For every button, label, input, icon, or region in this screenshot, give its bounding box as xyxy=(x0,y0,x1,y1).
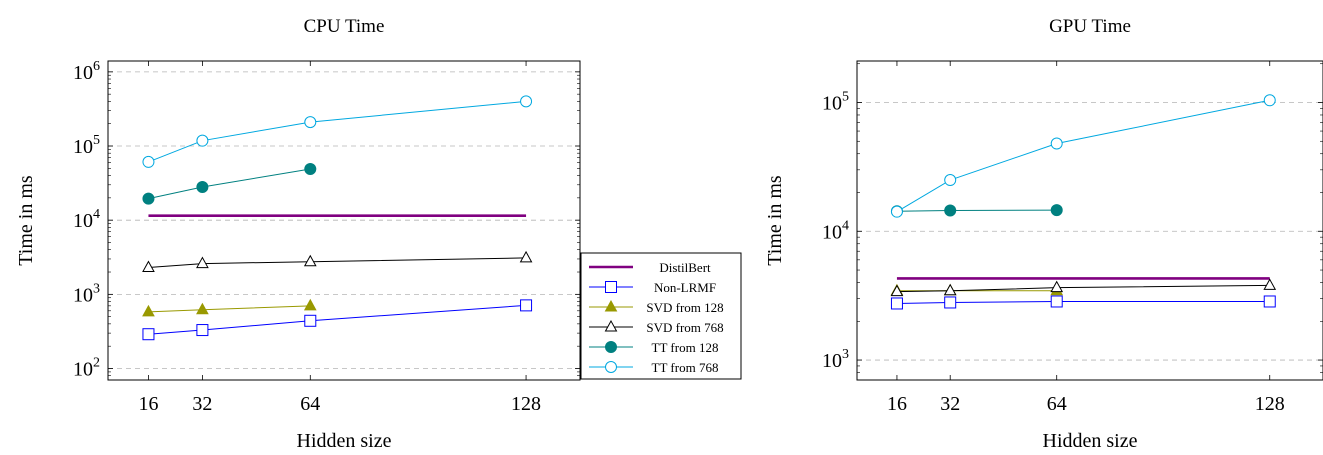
series-svd-from-768 xyxy=(890,278,1277,297)
chart-cpu-time: 102 103 104 105 106 16 32 64 128 CPU Time Hidden s… xyxy=(15,16,742,452)
chart-title: CPU Time xyxy=(304,16,385,37)
legend-label: TT from 128 xyxy=(652,340,719,355)
series-non-lrmf xyxy=(890,295,1276,310)
y-tick-label: 102 xyxy=(73,356,100,381)
legend-entry-svd-from-128: SVD from 128 xyxy=(589,299,724,315)
data-point xyxy=(890,297,903,310)
data-point xyxy=(142,328,155,341)
y-axis-label: Time in ms xyxy=(15,175,37,266)
data-point xyxy=(142,155,155,168)
data-point xyxy=(1263,94,1276,107)
x-tick-label: 128 xyxy=(1255,393,1285,415)
data-point xyxy=(304,314,317,327)
legend-marker xyxy=(605,281,617,293)
data-point xyxy=(196,181,209,194)
series-tt-from-768 xyxy=(890,94,1276,218)
data-point xyxy=(303,254,317,267)
series-line xyxy=(148,100,527,163)
plot-frame xyxy=(856,60,1323,381)
series-tt-from-128 xyxy=(142,162,317,205)
series-line xyxy=(148,304,527,335)
series-tt-from-768 xyxy=(142,95,533,168)
data-point xyxy=(944,204,957,217)
legend-marker xyxy=(604,299,618,312)
legend-label: SVD from 768 xyxy=(646,320,723,335)
data-point xyxy=(196,324,209,337)
data-point xyxy=(1050,295,1063,308)
data-point xyxy=(1050,204,1063,217)
x-axis-label: Hidden size xyxy=(1043,430,1138,452)
legend-entry-distilbert: DistilBert xyxy=(589,260,711,275)
legend-entry-tt-from-768: TT from 768 xyxy=(589,360,718,375)
y-tick-label: 104 xyxy=(73,207,100,232)
series-svd-from-128 xyxy=(142,298,317,317)
y-tick-label: 103 xyxy=(73,281,100,306)
y-tick-label: 105 xyxy=(822,89,849,114)
data-point xyxy=(520,299,533,312)
data-point xyxy=(1050,137,1063,150)
data-point xyxy=(519,250,533,263)
data-point xyxy=(303,298,317,311)
y-tick-label: 103 xyxy=(822,347,849,372)
series-line xyxy=(896,209,1057,212)
legend-entry-non-lrmf: Non-LRMF xyxy=(589,280,716,295)
data-point xyxy=(943,283,957,296)
plot-frame xyxy=(107,60,581,381)
legend-box xyxy=(580,252,742,380)
data-point xyxy=(142,260,155,273)
series-line xyxy=(896,284,1270,293)
legend-label: Non-LRMF xyxy=(654,280,716,295)
data-point xyxy=(196,134,209,147)
x-tick-label: 16 xyxy=(138,393,158,415)
legend-marker xyxy=(605,341,617,353)
series-non-lrmf xyxy=(142,299,533,341)
series-line xyxy=(148,168,311,200)
series-tt-from-128 xyxy=(890,204,1063,218)
x-axis-label: Hidden size xyxy=(297,430,392,452)
series-line xyxy=(896,99,1270,213)
data-point xyxy=(304,162,317,175)
legend: DistilBert Non-LRMF SVD from 128 SVD from 7… xyxy=(580,252,742,380)
data-point xyxy=(890,284,904,297)
data-point xyxy=(142,192,155,205)
x-tick-label: 32 xyxy=(192,393,212,415)
data-point xyxy=(944,174,957,187)
x-tick-label: 16 xyxy=(887,393,907,415)
x-tick-label: 128 xyxy=(511,393,541,415)
data-point xyxy=(196,302,209,315)
x-tick-label: 32 xyxy=(940,393,960,415)
data-point xyxy=(1263,295,1276,308)
data-point xyxy=(142,304,155,317)
series-svd-from-768 xyxy=(142,250,533,273)
y-tick-label: 104 xyxy=(822,218,849,243)
legend-label: DistilBert xyxy=(659,260,711,275)
legend-marker xyxy=(604,319,618,332)
legend-entry-tt-from-128: TT from 128 xyxy=(589,340,718,355)
legend-entry-svd-from-768: SVD from 768 xyxy=(589,319,724,335)
data-point xyxy=(890,205,903,218)
data-point xyxy=(1050,280,1064,293)
legend-label: TT from 768 xyxy=(652,360,719,375)
data-point xyxy=(520,95,533,108)
data-point xyxy=(196,256,209,269)
series-line xyxy=(896,300,1270,304)
data-point xyxy=(1263,278,1277,290)
y-tick-label: 105 xyxy=(73,133,100,158)
legend-marker xyxy=(605,361,617,373)
series-line xyxy=(148,257,527,269)
series-line xyxy=(148,305,311,313)
legend-label: SVD from 128 xyxy=(646,300,723,315)
x-tick-label: 64 xyxy=(300,393,320,415)
chart-gpu-time: 103 104 105 16 32 64 128 GPU Time Hidden size Tim… xyxy=(764,16,1323,452)
x-tick-label: 64 xyxy=(1047,393,1067,415)
chart-title: GPU Time xyxy=(1049,16,1131,37)
data-point xyxy=(304,116,317,129)
y-axis-label: Time in ms xyxy=(764,175,786,266)
y-tick-label: 106 xyxy=(73,59,100,84)
data-point xyxy=(944,296,957,309)
